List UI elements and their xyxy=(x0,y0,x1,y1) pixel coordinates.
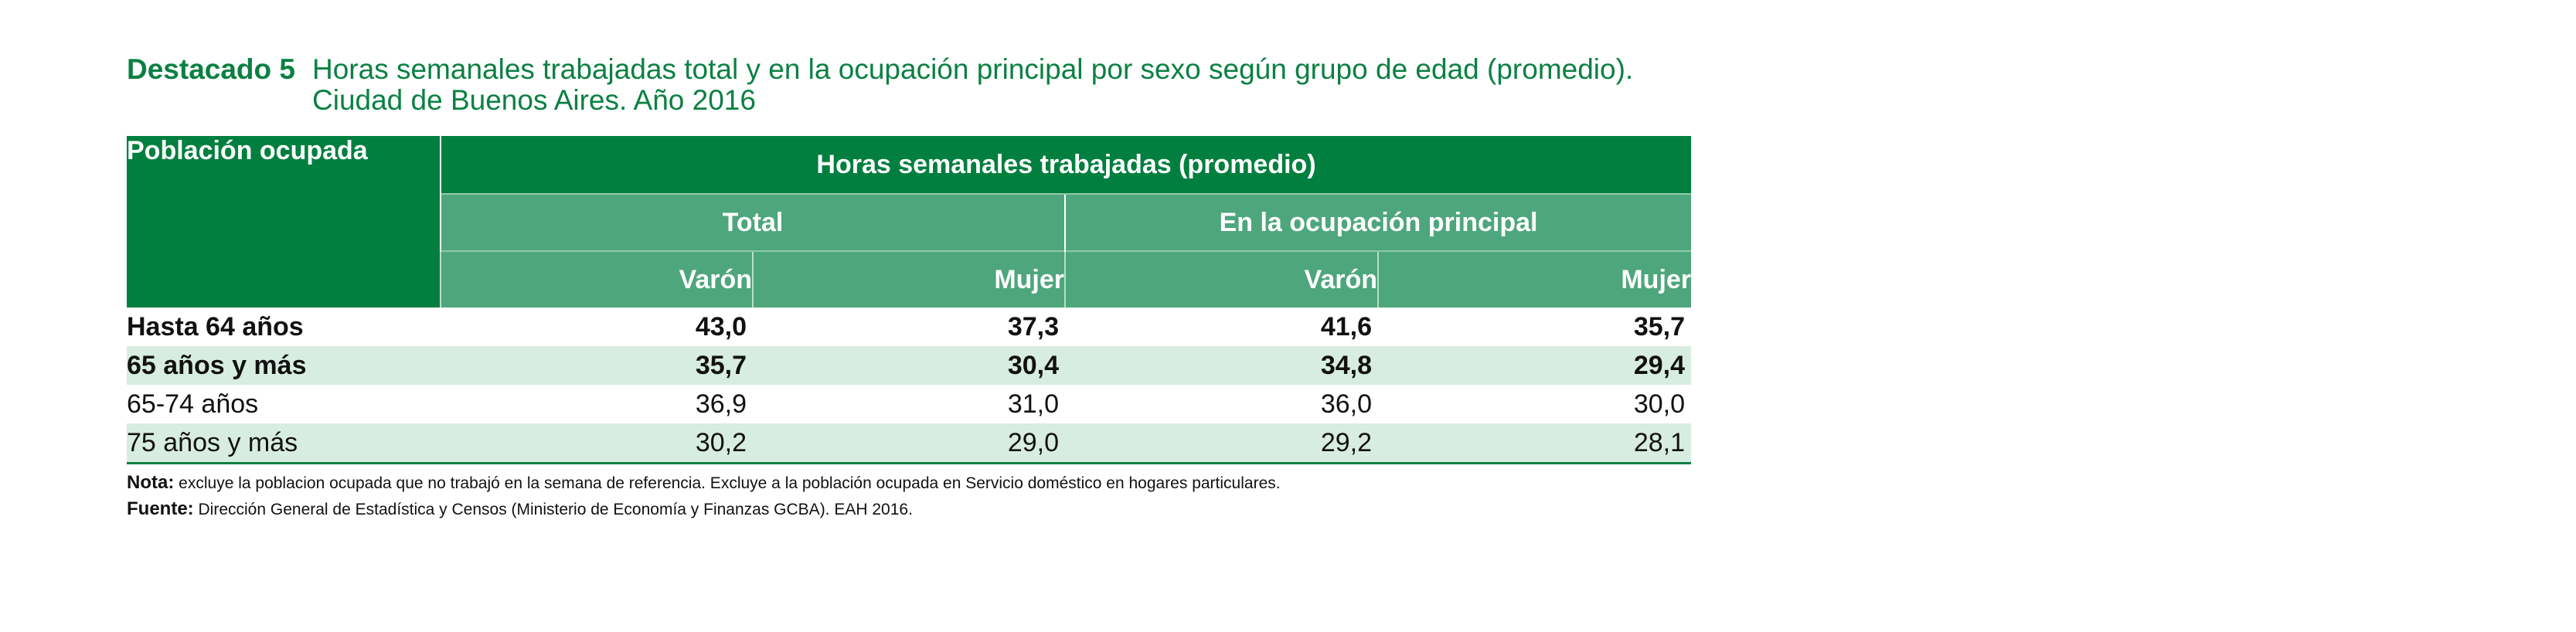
row-label: 65-74 años xyxy=(127,389,259,419)
title-line-1: Horas semanales trabajadas total y en la… xyxy=(312,53,1634,85)
group-header-total: Total xyxy=(440,193,1065,251)
note-label: Nota: xyxy=(127,472,175,493)
subheader-total-varon: Varón xyxy=(440,250,753,308)
cell-value: 37,3 xyxy=(1007,311,1059,341)
cell-value: 30,2 xyxy=(441,423,753,464)
cell-value: 43,0 xyxy=(695,311,747,341)
source-label: Fuente: xyxy=(127,498,194,519)
note-line: Nota: excluye la poblacion ocupada que n… xyxy=(127,470,1281,496)
main-header: Horas semanales trabajadas (promedio) xyxy=(439,136,1692,194)
table-row: 75 años y más 30,2 29,0 29,2 28,1 xyxy=(127,423,1692,464)
cell-value: 36,0 xyxy=(1320,389,1372,419)
table-row: 65-74 años 36,9 31,0 36,0 30,0 xyxy=(127,385,1691,423)
table-notes: Nota: excluye la poblacion ocupada que n… xyxy=(127,470,1281,522)
row-header: Población ocupada xyxy=(127,136,441,308)
table-row: Hasta 64 años 43,0 37,3 41,6 35,7 xyxy=(127,308,1691,346)
header-row-2: Total En la ocupación principal xyxy=(127,193,1692,251)
data-table: Población ocupada Horas semanales trabaj… xyxy=(127,136,1692,464)
row-label: 75 años y más xyxy=(127,423,441,464)
header-row-3: Varón Mujer Varón Mujer xyxy=(127,250,1692,308)
cell-value: 41,6 xyxy=(1320,311,1372,341)
cell-value: 35,7 xyxy=(1633,311,1686,341)
group-header-principal: En la ocupación principal xyxy=(1063,193,1692,251)
subheader-principal-varon: Varón xyxy=(1064,250,1378,308)
cell-value: 28,1 xyxy=(1378,423,1692,464)
cell-value: 35,7 xyxy=(441,346,753,385)
cell-value: 29,2 xyxy=(1065,423,1378,464)
source-line: Fuente: Dirección General de Estadística… xyxy=(127,496,1281,522)
row-label: 65 años y más xyxy=(127,346,441,385)
subheader-principal-mujer: Mujer xyxy=(1376,250,1692,308)
cell-value: 36,9 xyxy=(695,389,747,419)
title-label: Destacado 5 xyxy=(127,53,295,85)
title-line-2: Ciudad de Buenos Aires. Año 2016 xyxy=(312,84,756,116)
source-text: Dirección General de Estadística y Censo… xyxy=(198,501,913,518)
row-label: Hasta 64 años xyxy=(127,311,304,341)
header-row-1: Población ocupada Horas semanales trabaj… xyxy=(127,136,1692,308)
cell-value: 31,0 xyxy=(1007,389,1059,419)
cell-value: 29,0 xyxy=(753,423,1065,464)
cell-value: 29,4 xyxy=(1378,346,1692,385)
cell-value: 30,0 xyxy=(1633,389,1686,419)
figure-title: Destacado 5 Horas semanales trabajadas t… xyxy=(127,54,1633,116)
subheader-total-mujer: Mujer xyxy=(752,250,1065,308)
title-text: Horas semanales trabajadas total y en la… xyxy=(312,54,1633,116)
table-row: 65 años y más 35,7 30,4 34,8 29,4 xyxy=(127,346,1692,385)
note-text: excluye la poblacion ocupada que no trab… xyxy=(179,474,1281,492)
cell-value: 34,8 xyxy=(1065,346,1378,385)
cell-value: 30,4 xyxy=(753,346,1065,385)
